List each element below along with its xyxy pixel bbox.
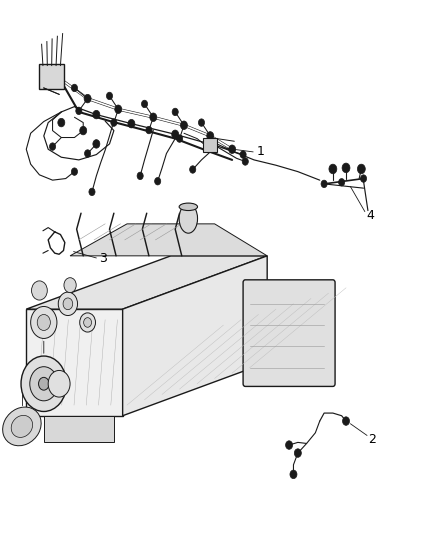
Circle shape [71,168,78,175]
Circle shape [31,306,57,338]
Circle shape [128,119,135,128]
Ellipse shape [179,203,198,211]
Circle shape [180,121,187,130]
Circle shape [321,180,327,188]
Circle shape [329,164,337,174]
Circle shape [207,132,214,140]
Circle shape [39,377,49,390]
FancyBboxPatch shape [243,280,335,386]
Polygon shape [123,256,267,416]
Circle shape [229,145,236,154]
Circle shape [106,92,113,100]
Circle shape [37,314,50,330]
Circle shape [93,110,100,119]
Circle shape [137,172,143,180]
Circle shape [80,126,87,135]
Ellipse shape [11,415,32,438]
Circle shape [89,188,95,196]
Circle shape [150,113,157,122]
Text: 4: 4 [366,209,374,222]
Circle shape [240,151,246,158]
Circle shape [84,318,92,327]
Polygon shape [26,256,267,309]
Circle shape [32,281,47,300]
Circle shape [76,107,82,115]
Circle shape [198,119,205,126]
Circle shape [360,175,367,182]
Circle shape [48,370,70,397]
Text: 3: 3 [99,252,107,265]
Circle shape [290,470,297,479]
FancyBboxPatch shape [39,64,64,89]
Circle shape [71,84,78,92]
Circle shape [342,163,350,173]
Text: 2: 2 [368,433,376,446]
Circle shape [93,140,100,148]
Ellipse shape [3,407,41,446]
Circle shape [343,417,350,425]
Circle shape [111,119,117,126]
Circle shape [190,166,196,173]
Polygon shape [44,416,114,442]
Circle shape [242,158,248,165]
Circle shape [294,449,301,457]
Circle shape [357,164,365,174]
Circle shape [172,108,178,116]
Circle shape [146,126,152,134]
Polygon shape [70,224,267,256]
Ellipse shape [179,204,198,233]
Circle shape [141,100,148,108]
Circle shape [30,367,58,401]
Circle shape [49,143,56,150]
Circle shape [80,313,95,332]
Circle shape [286,441,293,449]
Circle shape [58,292,78,316]
Circle shape [115,105,122,114]
Circle shape [58,118,65,127]
Circle shape [63,298,73,310]
FancyBboxPatch shape [203,138,217,152]
Circle shape [64,278,76,293]
Circle shape [84,94,91,103]
Circle shape [155,177,161,185]
Text: 1: 1 [257,146,265,158]
Circle shape [85,150,91,157]
Circle shape [177,135,183,142]
Circle shape [339,179,345,186]
Circle shape [21,356,67,411]
Polygon shape [26,309,123,416]
Circle shape [172,130,179,139]
